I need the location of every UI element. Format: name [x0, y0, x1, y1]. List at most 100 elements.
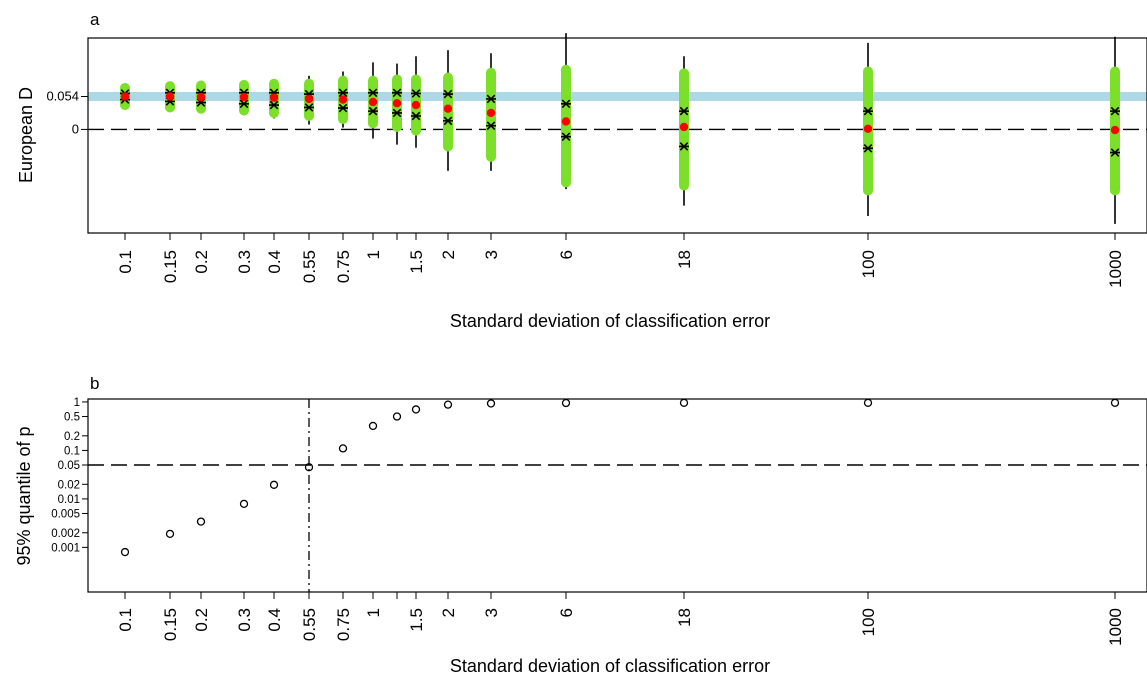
x-tick-label: 0.75: [334, 250, 353, 283]
quantile-point: [411, 405, 421, 414]
y-tick-label: 0.05: [58, 460, 80, 472]
quantile-point: [561, 398, 571, 408]
quantile-point: [165, 529, 175, 539]
quantile-star: [338, 103, 348, 113]
x-tick-label: 3: [482, 250, 501, 259]
y-tick-label: 0.002: [51, 528, 80, 540]
panel-a-x-ticks: 0.1 0.15 0.2 0.3 0.4 0.55 0.75 1 1.5 2 3 6 18 100 1000: [116, 233, 1125, 288]
x-tick-label: 0.15: [161, 608, 180, 641]
x-tick-label: 0.3: [235, 608, 254, 632]
mean-point: [1110, 125, 1120, 135]
panel-b-label: b: [90, 374, 99, 393]
x-tick-label: 1.5: [407, 250, 426, 274]
panel-a-label: a: [90, 10, 100, 29]
x-tick-label: 2: [439, 608, 458, 617]
mean-point: [411, 100, 421, 110]
y-tick-label: 1: [74, 397, 80, 409]
panel-b-x-ticks: 0.1 0.15 0.2 0.3 0.4 0.55 0.75 1 1.5 2 3 6 18 100 1000: [116, 592, 1125, 646]
panel-a: a 0 0.054 0.1 0.15 0.2 0.3 0.4 0.55 0.75 1 1.5 2 3 6…: [16, 10, 1147, 331]
x-tick-label: 0.3: [235, 250, 254, 274]
mean-point: [269, 93, 279, 102]
quantile-point: [392, 412, 402, 421]
x-tick-label: 0.2: [192, 250, 211, 274]
x-tick-label: 1: [364, 608, 383, 617]
quantile-star: [679, 106, 689, 116]
quantile-star: [411, 111, 421, 121]
quantile-point: [196, 517, 206, 526]
quantile-point: [368, 421, 378, 431]
x-tick-label: 0.55: [300, 608, 319, 641]
x-tick-label: 0.75: [334, 608, 353, 641]
x-tick-label: 0.2: [192, 608, 211, 632]
panel-b-reference-lines: [88, 399, 1147, 592]
quantile-point: [679, 398, 689, 407]
panel-a-frame: [87, 37, 1147, 234]
quantile-star: [392, 108, 402, 118]
x-tick-label: 1000: [1106, 608, 1125, 646]
mean-point: [443, 104, 453, 113]
y-tick-label: 0.001: [51, 542, 80, 554]
mean-point: [165, 92, 175, 101]
x-tick-label: 0.4: [265, 608, 284, 632]
quantile-star: [443, 116, 453, 126]
mean-point: [863, 124, 873, 133]
y-tick-label: 0.02: [58, 479, 80, 491]
mean-point: [120, 92, 130, 101]
x-tick-label: 0.55: [300, 250, 319, 283]
x-tick-label: 2: [439, 250, 458, 259]
mean-point: [196, 92, 206, 102]
quantile-star: [486, 94, 496, 104]
quantile-point: [486, 399, 496, 408]
panel-b-y-axis-label: 95% quantile of p: [14, 426, 34, 565]
y-tick-label: 0.054: [46, 89, 79, 104]
quantile-star: [392, 88, 402, 98]
quantile-star: [1110, 148, 1120, 157]
quantile-point: [269, 480, 279, 489]
x-tick-label: 3: [482, 608, 501, 617]
mean-point: [392, 99, 402, 108]
x-tick-label: 0.1: [116, 608, 135, 632]
quantile-point: [443, 400, 453, 409]
quantile-star: [863, 143, 873, 153]
x-tick-label: 0.15: [161, 250, 180, 283]
x-tick-label: 1.5: [407, 608, 426, 632]
y-tick-label: 0: [72, 121, 79, 136]
x-tick-label: 18: [675, 250, 694, 269]
x-tick-label: 1000: [1106, 250, 1125, 288]
panel-a-y-ticks: 0 0.054: [46, 89, 88, 136]
x-tick-label: 0.1: [116, 250, 135, 274]
x-tick-label: 18: [675, 608, 694, 627]
y-tick-label: 0.2: [64, 431, 80, 443]
x-tick-label: 0.4: [265, 250, 284, 274]
quantile-point: [863, 398, 873, 407]
x-tick-label: 1: [364, 250, 383, 259]
mean-point: [486, 108, 496, 118]
x-tick-label: 6: [557, 250, 576, 259]
x-tick-label: 6: [557, 608, 576, 617]
mean-point: [304, 94, 314, 104]
quantile-point: [239, 499, 249, 509]
quantile-star: [368, 106, 378, 116]
quantile-point: [338, 444, 348, 453]
quantile-star: [338, 88, 348, 98]
mean-point: [679, 122, 689, 132]
y-tick-label: 0.5: [64, 412, 80, 424]
y-tick-label: 0.01: [58, 494, 80, 506]
quantile-star: [368, 88, 378, 98]
panel-b-marks: [120, 398, 1120, 557]
panel-a-y-axis-label: European D: [16, 87, 36, 183]
panel-b: b 10.50.20.10.050.020.010.0050.0020.001 …: [14, 374, 1147, 676]
y-tick-label: 0.005: [51, 508, 80, 520]
quantile-star: [304, 103, 314, 112]
panel-a-x-axis-label: Standard deviation of classification err…: [450, 311, 770, 331]
quantile-point: [304, 463, 314, 472]
quantile-star: [239, 99, 249, 109]
x-tick-label: 100: [859, 250, 878, 278]
quantile-star: [486, 121, 496, 131]
quantile-star: [561, 99, 571, 109]
quantile-star: [269, 100, 279, 110]
quantile-star: [863, 106, 873, 116]
panel-b-frame: [87, 398, 1147, 593]
x-tick-label: 100: [859, 608, 878, 636]
